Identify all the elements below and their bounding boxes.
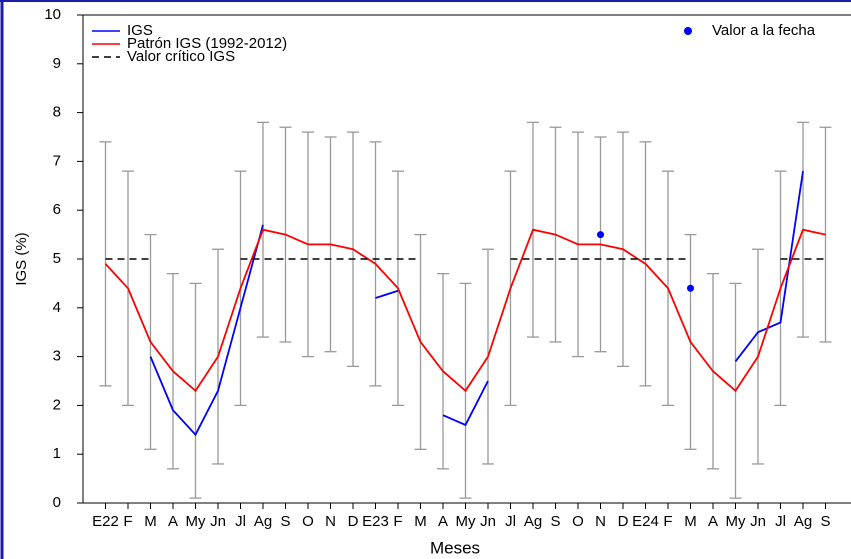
data-point <box>687 284 694 292</box>
series-line <box>734 171 804 363</box>
y-tick-label: 9 <box>53 55 61 72</box>
y-tick-label: 7 <box>53 152 61 169</box>
series-line <box>104 228 826 393</box>
legend-label: IGS <box>127 22 153 39</box>
x-tick-label: F <box>393 513 402 530</box>
x-tick-label: Ag <box>254 513 272 530</box>
x-tick-label: My <box>186 513 206 530</box>
x-tick-label: Ag <box>794 513 812 530</box>
x-tick-label: M <box>144 513 157 530</box>
y-tick-label: 1 <box>53 445 61 462</box>
x-tick-label: M <box>684 513 697 530</box>
x-tick-label: O <box>302 513 314 530</box>
y-tick-label: 6 <box>53 201 61 218</box>
x-tick-label: S <box>550 513 560 530</box>
y-tick-label: 2 <box>53 396 61 413</box>
x-tick-label: S <box>820 513 830 530</box>
x-tick-label: My <box>456 513 476 530</box>
x-tick-label: My <box>726 513 746 530</box>
x-tick-label: E24 <box>632 513 659 530</box>
x-tick-label: A <box>438 513 448 530</box>
y-axis-title: IGS (%) <box>13 232 30 285</box>
x-tick-label: D <box>348 513 359 530</box>
y-tick-label: 8 <box>53 104 61 121</box>
y-tick-label: 0 <box>53 494 61 511</box>
x-tick-label: E22 <box>92 513 119 530</box>
series-line <box>442 380 489 427</box>
x-tick-label: Jn <box>480 513 496 530</box>
x-tick-label: Ag <box>524 513 542 530</box>
x-tick-label: Jn <box>750 513 766 530</box>
x-tick-label: E23 <box>362 513 389 530</box>
x-tick-label: F <box>123 513 132 530</box>
x-tick-label: S <box>280 513 290 530</box>
y-tick-label: 10 <box>44 6 61 23</box>
x-tick-label: Jl <box>505 513 516 530</box>
series-line <box>375 289 399 299</box>
legend-label: Valor crítico IGS <box>127 48 235 65</box>
x-tick-label: Jl <box>235 513 246 530</box>
x-tick-label: A <box>708 513 718 530</box>
x-axis-title: Meses <box>430 538 480 557</box>
x-tick-label: D <box>618 513 629 530</box>
x-tick-label: O <box>572 513 584 530</box>
x-tick-label: Jl <box>775 513 786 530</box>
data-point <box>597 231 604 239</box>
x-tick-label: A <box>168 513 178 530</box>
legend-label: Patrón IGS (1992-2012) <box>127 35 287 52</box>
series-line <box>149 224 264 437</box>
legend-marker <box>684 27 692 35</box>
y-tick-label: 4 <box>53 299 61 316</box>
y-tick-label: 3 <box>53 348 61 365</box>
x-tick-label: M <box>414 513 427 530</box>
x-tick-label: N <box>595 513 606 530</box>
legend-label: Valor a la fecha <box>712 22 816 39</box>
y-tick-label: 5 <box>53 250 61 267</box>
x-tick-label: F <box>663 513 672 530</box>
x-tick-label: Jn <box>210 513 226 530</box>
x-tick-label: N <box>325 513 336 530</box>
